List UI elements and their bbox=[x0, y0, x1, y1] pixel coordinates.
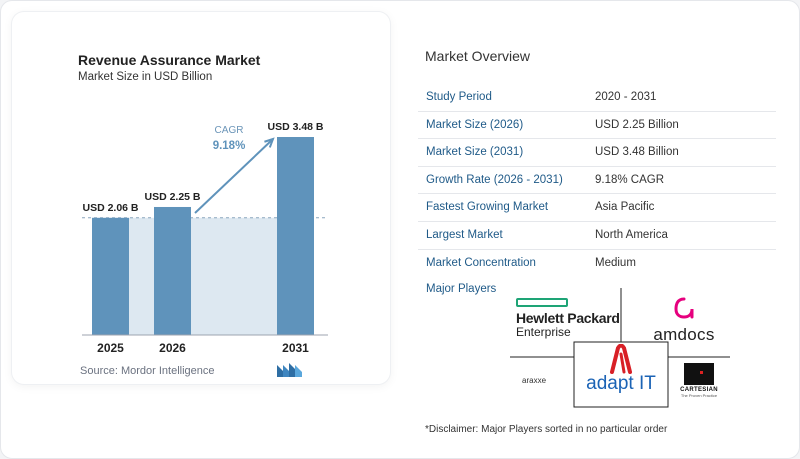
overview-value: USD 2.25 Billion bbox=[595, 118, 679, 131]
cartesian-tagline: The Proven Practice bbox=[680, 393, 718, 398]
chart-subtitle: Market Size in USD Billion bbox=[78, 71, 213, 83]
bar-value-label: USD 2.25 B bbox=[144, 191, 200, 203]
hpe-name-line2: Enterprise bbox=[516, 325, 571, 339]
major-players-label: Major Players bbox=[426, 283, 497, 295]
overview-row: Fastest Growing Market Asia Pacific bbox=[418, 194, 776, 222]
overview-label: Fastest Growing Market bbox=[426, 201, 549, 214]
cartesian-logo: CARTESIAN The Proven Practice bbox=[680, 363, 718, 398]
x-tick-label: 2026 bbox=[159, 341, 186, 355]
cagr-arrow bbox=[194, 138, 274, 214]
overview-value: Medium bbox=[595, 256, 636, 269]
araxxe-logo: araxxe bbox=[522, 376, 547, 385]
overview-row: Study Period 2020 - 2031 bbox=[418, 84, 776, 112]
overview-label: Growth Rate (2026 - 2031) bbox=[426, 173, 563, 186]
overview-title: Market Overview bbox=[425, 48, 531, 64]
overview-label: Study Period bbox=[426, 91, 492, 103]
bar bbox=[92, 217, 129, 335]
bar-value-label: USD 2.06 B bbox=[82, 202, 138, 214]
amdocs-name: amdocs bbox=[653, 325, 715, 344]
overview-label: Market Size (2026) bbox=[426, 118, 524, 131]
cagr-arrow-head bbox=[264, 137, 275, 148]
amdocs-logo: amdocs bbox=[642, 296, 726, 345]
x-tick-label: 2025 bbox=[97, 341, 124, 355]
mordor-logo-icon bbox=[277, 363, 302, 377]
adaptit-name: adapt IT bbox=[586, 373, 656, 394]
bar-chart: USD 2.06 B 2025 USD 2.25 B 2026 USD 3.48 B 20… bbox=[82, 121, 328, 355]
overview-value: 2020 - 2031 bbox=[595, 91, 657, 103]
overview-value: Asia Pacific bbox=[595, 201, 655, 214]
cartesian-name: CARTESIAN bbox=[680, 387, 718, 393]
bar bbox=[154, 206, 191, 335]
source-note: Source: Mordor Intelligence bbox=[80, 365, 215, 377]
bar bbox=[277, 137, 314, 335]
overview-row: Growth Rate (2026 - 2031) 9.18% CAGR bbox=[418, 167, 776, 195]
overview-row: Largest Market North America bbox=[418, 222, 776, 250]
disclaimer: *Disclaimer: Major Players sorted in no … bbox=[425, 424, 668, 435]
overview-label: Largest Market bbox=[426, 228, 503, 241]
hpe-mark-icon bbox=[516, 298, 568, 307]
cagr-value: 9.18% bbox=[213, 140, 246, 152]
overview-value: North America bbox=[595, 228, 668, 241]
overview-row: Market Size (2026) USD 2.25 Billion bbox=[418, 112, 776, 140]
overview-label: Market Concentration bbox=[426, 256, 536, 269]
adaptit-logo: adapt IT bbox=[577, 344, 665, 394]
x-tick-label: 2031 bbox=[282, 341, 309, 355]
overview-row: Market Size (2031) USD 3.48 Billion bbox=[418, 139, 776, 167]
overview-label: Market Size (2031) bbox=[426, 146, 524, 159]
hpe-name-line1: Hewlett Packard bbox=[516, 310, 620, 326]
adaptit-mark-icon bbox=[610, 344, 632, 374]
amdocs-mark-icon bbox=[674, 297, 694, 319]
overview-value: 9.18% CAGR bbox=[595, 173, 665, 186]
bar-value-label: USD 3.48 B bbox=[267, 121, 323, 133]
cagr-label: CAGR bbox=[215, 125, 244, 136]
hpe-logo: Hewlett Packard Enterprise bbox=[516, 298, 620, 339]
cartesian-mark-icon bbox=[684, 363, 714, 385]
chart-title: Revenue Assurance Market bbox=[78, 52, 261, 68]
cagr-region bbox=[129, 217, 277, 335]
overview-value: USD 3.48 Billion bbox=[595, 146, 679, 159]
overview-row: Market Concentration Medium bbox=[418, 250, 776, 277]
overview-table: Study Period 2020 - 2031 Market Size (20… bbox=[418, 84, 776, 276]
